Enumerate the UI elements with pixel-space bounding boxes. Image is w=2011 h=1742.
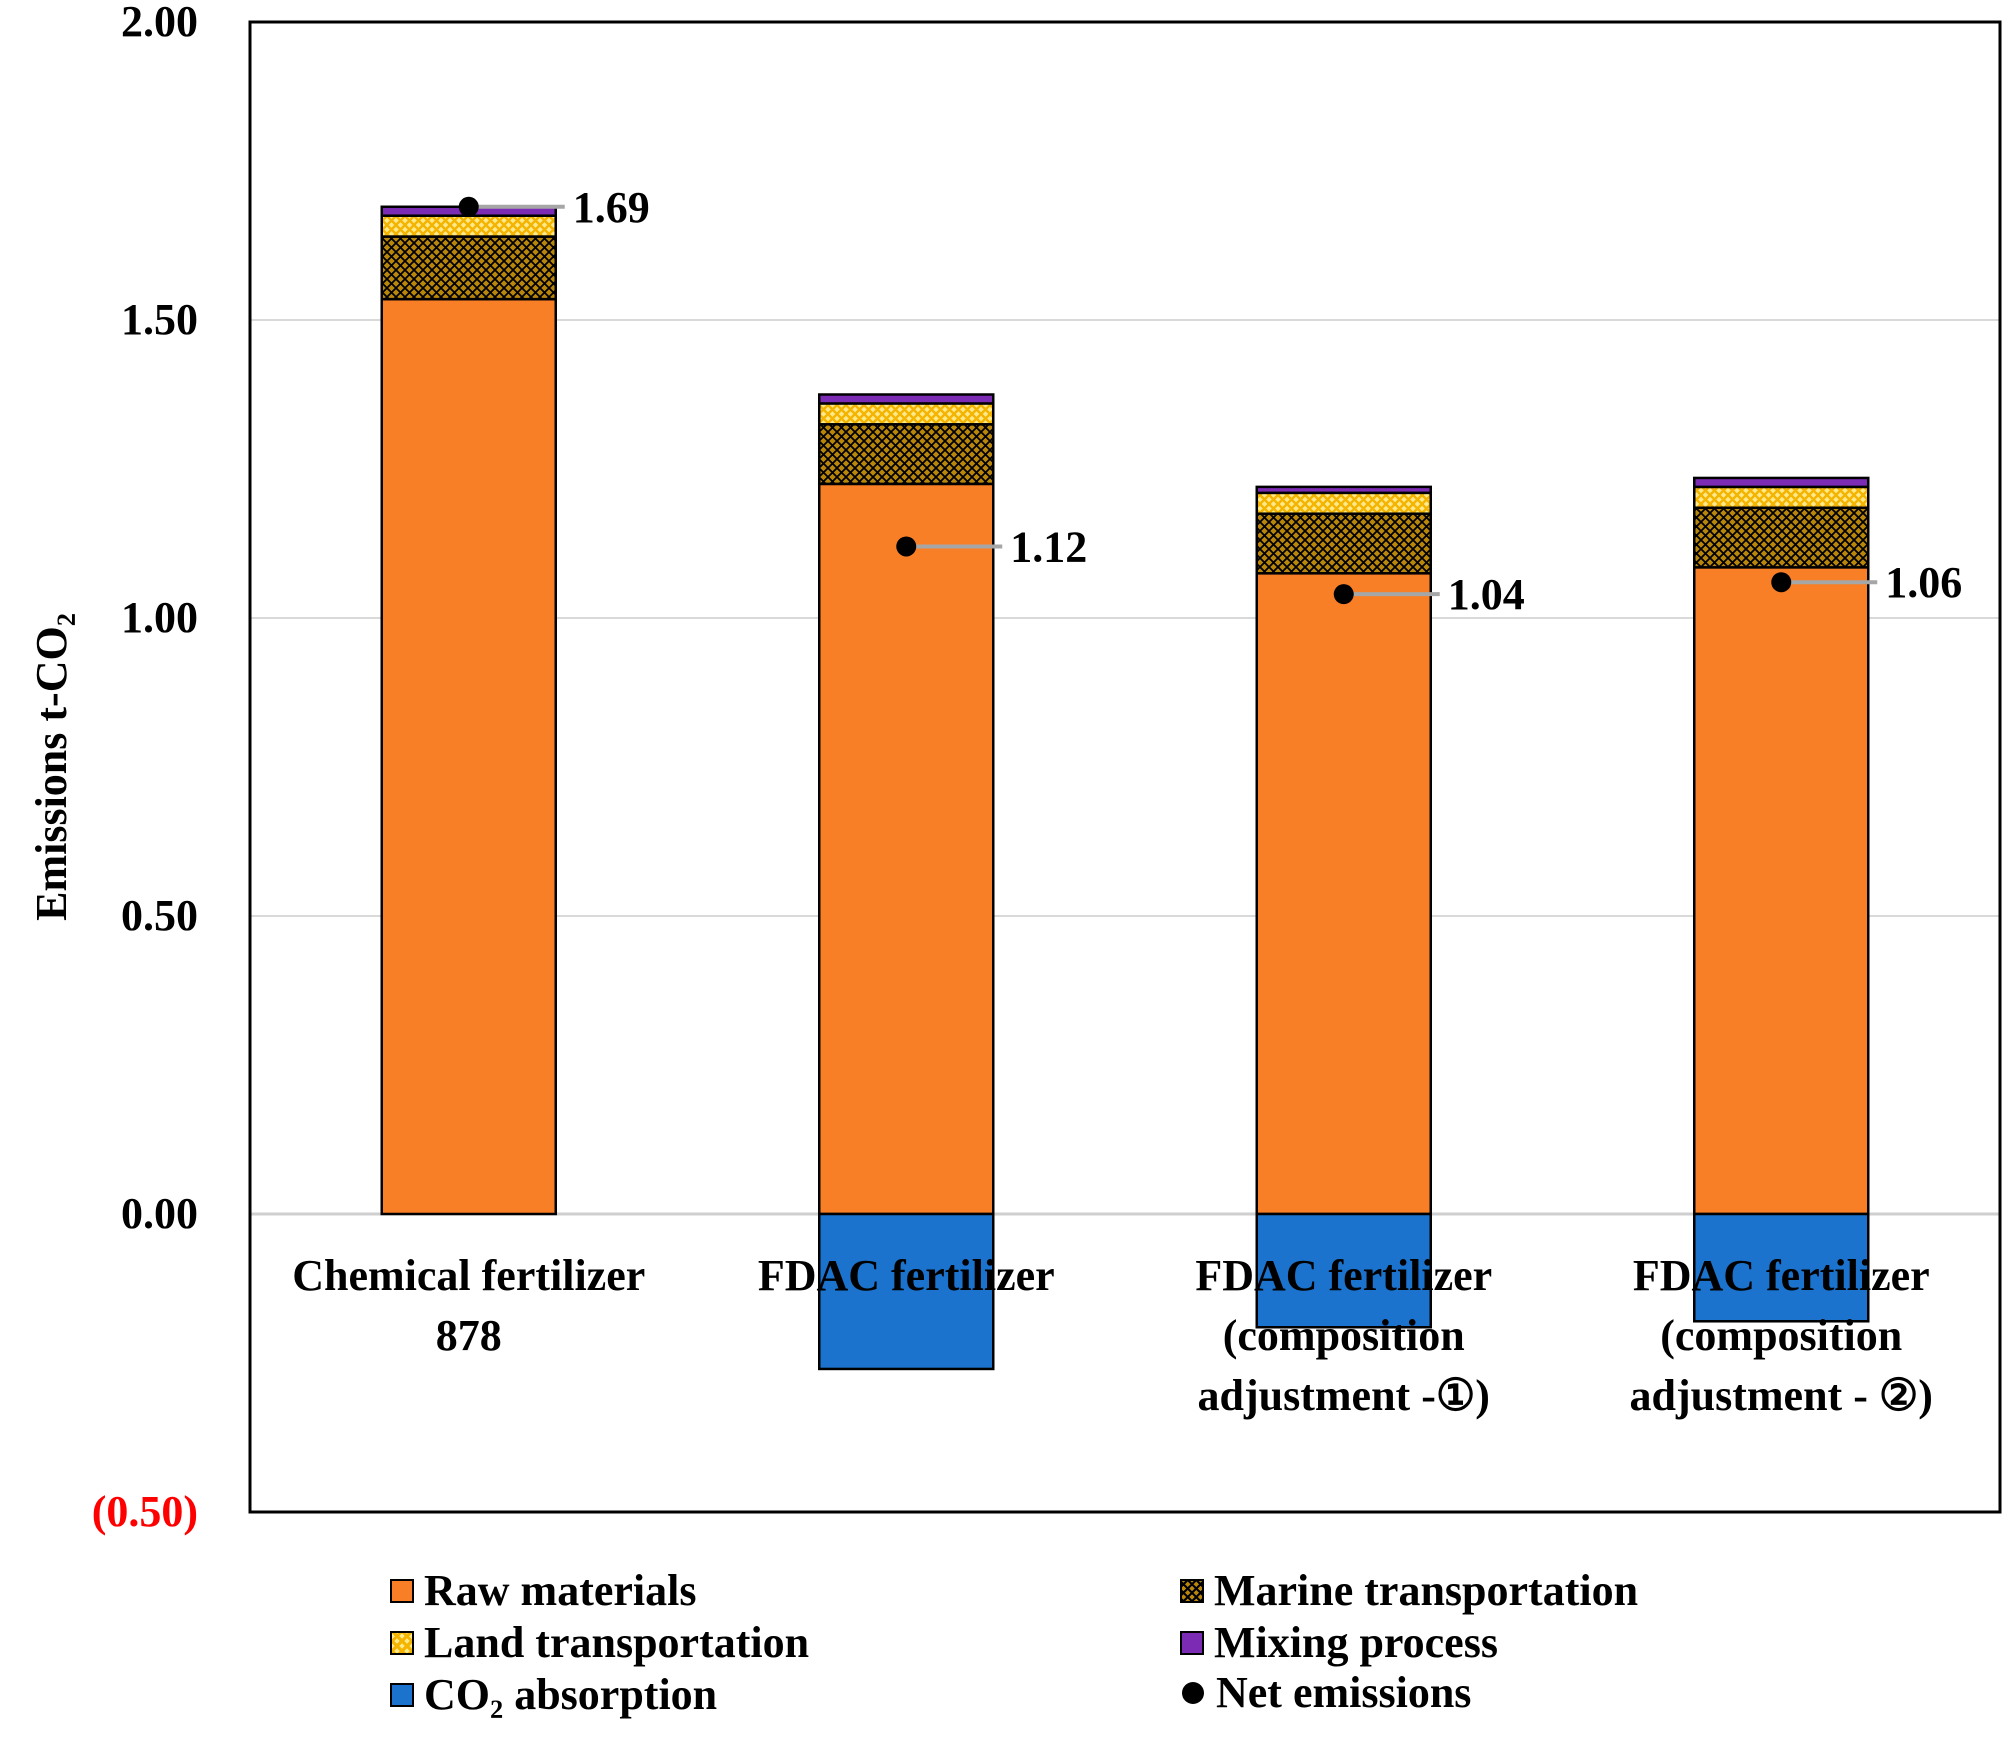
legend-label-marine-transportation: Marine transportation xyxy=(1214,1566,1639,1615)
bar-segment-marine-transportation xyxy=(818,423,995,486)
y-axis-title: Emissions t-CO₂ xyxy=(27,613,76,921)
legend-item-raw-materials: Raw materials xyxy=(390,1565,697,1616)
y-tick-label: 1.50 xyxy=(121,295,198,344)
category-label: FDAC fertilizer (composition adjustment -①… xyxy=(1195,1251,1492,1420)
net-emission-label: 1.06 xyxy=(1885,558,1962,607)
y-tick-label: 1.00 xyxy=(121,593,198,642)
legend-item-mixing-process: Mixing process xyxy=(1180,1617,1498,1668)
bar-segment-co-absorption xyxy=(1693,1212,1870,1323)
bar-segment-raw-materials xyxy=(380,297,557,1216)
bar-segment-marine-transportation xyxy=(1255,512,1432,575)
bar-segment-land-transportation xyxy=(380,214,557,238)
legend-label-mixing-process: Mixing process xyxy=(1214,1618,1498,1667)
legend-swatch-raw-materials xyxy=(390,1578,414,1603)
bar-segment-marine-transportation xyxy=(1693,506,1870,569)
bar-segment-raw-materials xyxy=(818,482,995,1216)
bar-segment-raw-materials xyxy=(1693,566,1870,1216)
legend-label-raw-materials: Raw materials xyxy=(424,1566,697,1615)
bar-segment-co-absorption xyxy=(818,1212,995,1371)
legend-swatch-mixing-process xyxy=(1180,1630,1204,1655)
bar-segment-raw-materials xyxy=(1255,572,1432,1216)
legend-label-net-emissions: Net emissions xyxy=(1216,1668,1472,1717)
legend-swatch-marine-transportation xyxy=(1180,1578,1204,1603)
legend-item-marine-transportation: Marine transportation xyxy=(1180,1565,1638,1616)
legend-swatch-land-transportation xyxy=(390,1630,414,1655)
net-emission-label: 1.12 xyxy=(1010,522,1087,571)
net-emission-point xyxy=(1771,572,1792,593)
plot-frame xyxy=(248,20,2002,1514)
category-label: FDAC fertilizer (composition adjustment - … xyxy=(1630,1251,1933,1420)
category-label: FDAC fertilizer xyxy=(758,1251,1055,1300)
y-tick-label: 0.00 xyxy=(121,1189,198,1238)
bar-segment-co-absorption xyxy=(1255,1212,1432,1329)
net-emission-point xyxy=(1333,584,1354,605)
legend-swatch-co2-absorption xyxy=(390,1682,414,1707)
y-tick-label: 0.50 xyxy=(121,891,198,940)
legend-marker-net-emissions xyxy=(1182,1681,1204,1704)
bar-segment-mixing-process xyxy=(1255,485,1432,495)
net-emission-label: 1.04 xyxy=(1448,570,1525,619)
bar-segment-land-transportation xyxy=(818,402,995,426)
bar-segment-mixing-process xyxy=(1693,476,1870,489)
legend-item-land-transportation: Land transportation xyxy=(390,1617,809,1668)
y-tick-label: (0.50) xyxy=(92,1487,198,1536)
bar-segment-marine-transportation xyxy=(380,235,557,301)
net-emission-point xyxy=(896,536,917,557)
legend-label-co2-absorption: CO₂ absorption xyxy=(424,1670,718,1719)
bar-segment-land-transportation xyxy=(1255,491,1432,515)
category-label: Chemical fertilizer 878 xyxy=(292,1251,645,1360)
legend-item-co2-absorption: CO₂ absorption xyxy=(390,1669,717,1720)
net-emission-label: 1.69 xyxy=(573,183,650,232)
y-tick-label: 2.00 xyxy=(121,0,198,46)
net-emission-point xyxy=(458,196,479,217)
legend-item-net-emissions: Net emissions xyxy=(1182,1667,1471,1718)
bar-segment-land-transportation xyxy=(1693,485,1870,509)
legend-label-land-transportation: Land transportation xyxy=(424,1618,810,1667)
chart-svg: 1.69 1.12 1.04 1.06 2.00 1.50 1.00 0.50 0.00 (0.… xyxy=(27,0,2002,1536)
bar-segment-mixing-process xyxy=(818,393,995,405)
legend: Raw materials Marine transportation Land… xyxy=(390,1565,1790,1735)
